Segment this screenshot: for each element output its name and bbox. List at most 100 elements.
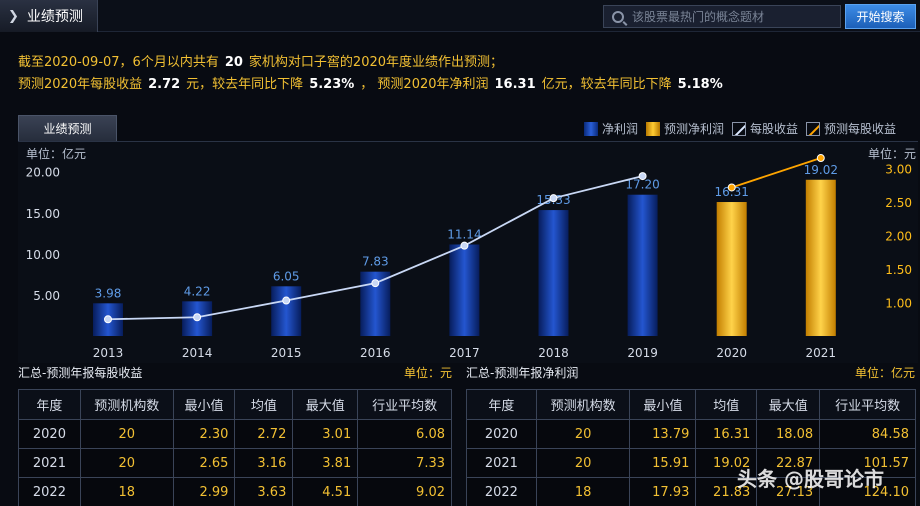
bar-value-label: 19.02 [804, 163, 838, 177]
table-cell: 13.79 [629, 419, 697, 449]
table-cell: 27.13 [756, 477, 821, 506]
table-row: 2021 20 15.91 19.02 22.87 101.57 [466, 448, 916, 478]
table-cell: 18.08 [756, 419, 821, 449]
table-cell: 2020 [466, 419, 537, 449]
search-button[interactable]: 开始搜索 [845, 4, 916, 29]
table-cell: 3.16 [234, 448, 294, 478]
summary-text: 截至2020-09-07，6个月以内共有 [18, 55, 219, 70]
np-table-header-cell: 最大值 [756, 389, 821, 420]
forecast-net-profit-value: 16.31 [494, 77, 536, 92]
eps-point [193, 313, 202, 322]
eps-table-header-cell: 最小值 [172, 389, 236, 420]
top-bar: ❯ 业绩预测 开始搜索 [0, 0, 920, 32]
bar-value-label: 11.14 [447, 227, 481, 241]
table-row: 2021 20 2.65 3.16 3.81 7.33 [18, 448, 452, 478]
forecast-net-profit-bar [716, 202, 747, 336]
summary-line-2: 预测2020年每股收益 2.72 元，较去年同比下降 5.23% ， 预测2020年净利… [18, 74, 918, 96]
table-cell: 16.31 [695, 419, 758, 449]
forecast-eps-point [816, 154, 825, 163]
net-profit-bar [538, 210, 569, 336]
legend-item-forecast-net-profit[interactable]: 预测净利润 [646, 120, 724, 137]
x-axis-tick-label: 2020 [716, 346, 747, 360]
table-row: 2022 18 17.93 21.83 27.13 124.10 [466, 477, 916, 506]
tab-label: 业绩预测 [26, 9, 83, 25]
net-profit-bar [627, 194, 658, 336]
np-table-unit: 单位：亿元 [855, 366, 916, 380]
right-axis-tick-label: 1.50 [885, 263, 912, 277]
forecast-net-profit-bar [805, 179, 836, 336]
table-cell: 124.10 [819, 477, 916, 506]
eps-table-header-cell: 均值 [234, 389, 294, 420]
orange-line-swatch-icon [806, 121, 821, 136]
net-profit-bar [271, 286, 302, 336]
lines-group [104, 154, 825, 324]
net-profit-bar [449, 244, 480, 336]
forecast-summary: 截至2020-09-07，6个月以内共有 20 家机构对口子窖的2020年度业绩作出… [18, 52, 918, 96]
table-cell: 3.01 [292, 419, 359, 449]
eps-forecast-table: 年度 预测机构数 最小值 均值 最大值 行业平均数 2020 20 2.30 2.72 3.01 6… [18, 389, 452, 506]
legend-label: 净利润 [602, 122, 639, 136]
bar-value-label: 6.05 [273, 269, 300, 283]
legend-item-forecast-eps[interactable]: 预测每股收益 [806, 120, 896, 137]
np-table-header-cell: 均值 [695, 389, 758, 420]
np-table-title: 汇总-预测年报净利润 [466, 366, 579, 380]
table-cell: 2021 [18, 448, 81, 478]
table-cell: 2022 [466, 477, 537, 506]
left-axis-tick-label: 15.00 [26, 207, 60, 221]
table-cell: 2.30 [172, 419, 236, 449]
table-cell: 2020 [18, 419, 81, 449]
right-axis-tick-label: 2.00 [885, 230, 912, 244]
x-axis-tick-label: 2021 [806, 346, 837, 360]
np-table-header-cell: 行业平均数 [819, 389, 916, 420]
search-icon [612, 10, 624, 23]
eps-change-pct: 5.23% [309, 77, 355, 92]
left-axis-tick-label: 5.00 [33, 289, 60, 303]
eps-point [638, 172, 647, 181]
summary-text: ， 预测2020年净利润 [360, 77, 489, 92]
table-cell: 3.81 [292, 448, 359, 478]
eps-point [371, 279, 380, 288]
legend-label: 预测每股收益 [824, 122, 897, 136]
eps-table-header-cell: 行业平均数 [357, 389, 452, 420]
right-axis-tick-label: 2.50 [885, 196, 912, 210]
white-line-swatch-icon [732, 121, 747, 136]
gold-bar-swatch-icon [646, 121, 661, 136]
table-cell: 6.08 [357, 419, 452, 449]
left-axis-unit: 单位：亿元 [26, 146, 86, 161]
table-cell: 7.33 [357, 448, 452, 478]
chart-legend: 净利润 预测净利润 每股收益 预测每股收益 [584, 120, 904, 137]
table-cell: 20 [535, 448, 631, 478]
bar-value-label: 17.20 [625, 178, 659, 192]
eps-point [460, 241, 469, 250]
table-cell: 101.57 [819, 448, 916, 478]
bars-group: 3.984.226.057.8311.1415.3317.2016.3119.0… [93, 163, 838, 336]
chart-tab-earnings-forecast[interactable]: 业绩预测 [18, 115, 117, 141]
institution-count: 20 [224, 55, 243, 70]
x-axis-tick-label: 2015 [271, 346, 302, 360]
legend-item-eps[interactable]: 每股收益 [732, 120, 798, 137]
search-input[interactable] [632, 6, 840, 27]
bar-value-label: 3.98 [95, 286, 122, 300]
np-table-header-cell: 最小值 [629, 389, 697, 420]
tab-earnings-forecast[interactable]: ❯ 业绩预测 [0, 0, 98, 32]
forecast-eps-line [731, 157, 822, 189]
table-row: 2022 18 2.99 3.63 4.51 9.02 [18, 477, 452, 506]
x-axis-tick-label: 2013 [93, 346, 124, 360]
x-axis-tick-label: 2016 [360, 346, 391, 360]
legend-label: 每股收益 [750, 122, 799, 136]
right-axis-tick-label: 3.00 [885, 163, 912, 177]
table-row: 2020 20 2.30 2.72 3.01 6.08 [18, 419, 452, 449]
axes-group: 5.00 10.00 15.00 20.00 1.00 1.50 2.00 2.50 3.00 2… [26, 163, 912, 360]
table-cell: 17.93 [629, 477, 697, 506]
legend-item-net-profit[interactable]: 净利润 [584, 120, 638, 137]
table-cell: 21.83 [695, 477, 758, 506]
eps-table-header-cell: 预测机构数 [79, 389, 174, 420]
left-axis-tick-label: 10.00 [26, 248, 60, 262]
eps-point [282, 296, 291, 305]
eps-table-header-cell: 最大值 [292, 389, 359, 420]
table-cell: 2021 [466, 448, 537, 478]
search-box[interactable] [603, 5, 841, 28]
table-cell: 4.51 [292, 477, 359, 506]
summary-text: 元，较去年同比下降 [186, 77, 304, 92]
table-cell: 22.87 [756, 448, 821, 478]
